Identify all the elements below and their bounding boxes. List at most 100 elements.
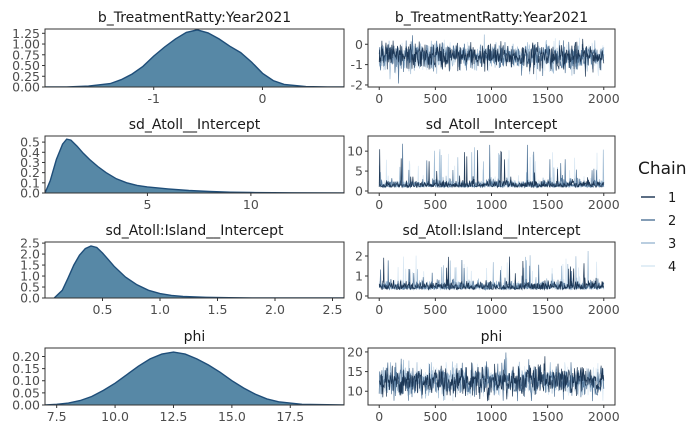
panel-title: phi [481, 329, 503, 345]
legend-title: Chain [638, 159, 687, 179]
y-tick-label: 0.2 [20, 165, 40, 180]
x-tick-label: 500 [423, 302, 447, 317]
y-tick-label: 0.25 [12, 69, 40, 84]
y-tick-label: -2 [351, 77, 363, 92]
x-tick-label: 500 [423, 91, 447, 106]
x-tick-label: 1.0 [150, 302, 170, 317]
y-tick-label: 0.4 [20, 145, 40, 160]
panel-title: b_TreatmentRatty:Year2021 [98, 10, 291, 26]
panel-5: sd_Atoll:Island__Intercept0.00.51.01.52.… [20, 223, 345, 317]
y-tick-label: 1 [355, 269, 363, 284]
y-tick-label: 0.00 [12, 398, 40, 413]
panel-title: sd_Atoll__Intercept [426, 117, 558, 133]
x-tick-label: 1500 [532, 91, 564, 106]
y-tick-label: 0.50 [12, 58, 40, 73]
x-tick-label: 5 [143, 197, 151, 212]
y-tick-label: 0 [355, 289, 363, 304]
y-tick-label: -1 [351, 57, 363, 72]
y-tick-label: 1.0 [20, 269, 40, 284]
plot-area [45, 351, 344, 405]
x-tick-label: 0.5 [93, 302, 113, 317]
legend-item-1: 1 [641, 191, 676, 206]
x-tick-label: 0 [375, 409, 383, 424]
x-tick-label: 0 [258, 91, 266, 106]
y-tick-label: 1.25 [12, 26, 40, 41]
x-tick-label: 12.5 [160, 409, 188, 424]
y-tick-label: 0.00 [12, 80, 40, 95]
panels: b_TreatmentRatty:Year20210.000.250.500.7… [12, 10, 620, 424]
y-tick-label: 10 [347, 144, 363, 159]
y-tick-label: 2.5 [20, 236, 40, 251]
density-area [45, 139, 344, 193]
y-tick-label: 0 [355, 184, 363, 199]
panel-7: phi 0.000.050.100.150.20 7.5 10.0 12.5 15.0 17… [12, 329, 345, 424]
density-area [45, 29, 344, 87]
trace-chain-1 [378, 256, 605, 291]
y-tick-label: 0.1 [20, 175, 40, 190]
density-area [54, 246, 344, 298]
x-tick-label: 7.5 [47, 409, 67, 424]
plot-area [45, 29, 344, 87]
y-tick-label: 0.0 [20, 291, 40, 306]
chain-legend: Chain 1 2 3 4 [638, 159, 687, 275]
density-line [45, 351, 344, 405]
y-tick-label: 15 [347, 364, 363, 379]
y-tick-label: 1.00 [12, 37, 40, 52]
x-tick-label: 2000 [588, 302, 620, 317]
legend-label-2: 2 [668, 214, 676, 229]
legend-label-3: 3 [668, 237, 676, 252]
y-tick-label: 2 [355, 249, 363, 264]
x-tick-label: 1500 [532, 302, 564, 317]
x-tick-label: -1 [147, 91, 159, 106]
panel-title: sd_Atoll:Island__Intercept [403, 223, 581, 239]
x-tick-label: 1000 [476, 197, 508, 212]
trace-chain-1 [378, 38, 605, 77]
panel-4: sd_Atoll__Intercept 0 5 10 0 500 1000 1500 2000 [347, 117, 620, 212]
density-area [45, 352, 344, 405]
panel-title: sd_Atoll__Intercept [129, 117, 261, 133]
plot-area [378, 34, 605, 84]
x-tick-label: 500 [423, 197, 447, 212]
y-tick-label: 0.5 [20, 280, 40, 295]
x-tick-label: 0 [375, 91, 383, 106]
panel-title: phi [184, 329, 206, 345]
legend-label-1: 1 [668, 191, 676, 206]
plot-area [378, 250, 605, 291]
panel-border [44, 241, 345, 299]
x-tick-label: 0 [375, 197, 383, 212]
panel-1: b_TreatmentRatty:Year2021 0.000.250.500.7… [12, 10, 345, 106]
y-tick-label: 1.5 [20, 258, 40, 273]
y-tick-label: 0.5 [20, 135, 40, 150]
x-tick-label: 1.5 [208, 302, 228, 317]
plot-area [378, 352, 605, 402]
panel-2: b_TreatmentRatty:Year2021 -2 -1 0 0 500 1000 15… [351, 10, 620, 106]
legend-label-4: 4 [668, 260, 676, 275]
density-line [45, 29, 344, 87]
x-tick-label: 15.0 [218, 409, 246, 424]
panel-8: phi 10 15 20 0 500 1000 1500 2000 [347, 329, 620, 424]
density-line [45, 138, 344, 193]
x-tick-label: 1500 [532, 409, 564, 424]
trace-chain-1 [379, 356, 605, 402]
x-tick-label: 1000 [476, 409, 508, 424]
y-tick-label: 0.20 [12, 349, 40, 364]
x-tick-label: 2.5 [323, 302, 343, 317]
x-tick-label: 500 [423, 409, 447, 424]
y-tick-label: 0.10 [12, 373, 40, 388]
x-tick-label: 2000 [588, 91, 620, 106]
panel-border [367, 241, 616, 299]
y-tick-label: 0.0 [20, 186, 40, 201]
x-tick-label: 10 [243, 197, 259, 212]
panel-border [44, 135, 345, 194]
trace-chain-1 [378, 149, 605, 189]
panel-3: sd_Atoll__Intercept 0.00.10.20.30.40.5 5 10 [20, 117, 345, 212]
y-tick-label: 0.75 [12, 47, 40, 62]
x-tick-label: 1000 [476, 302, 508, 317]
y-tick-label: 0.3 [20, 155, 40, 170]
y-tick-label: 5 [355, 164, 363, 179]
y-tick-label: 20 [347, 344, 363, 359]
y-tick-label: 0.05 [12, 385, 40, 400]
x-tick-label: 10.0 [101, 409, 129, 424]
x-tick-label: 2.0 [265, 302, 285, 317]
